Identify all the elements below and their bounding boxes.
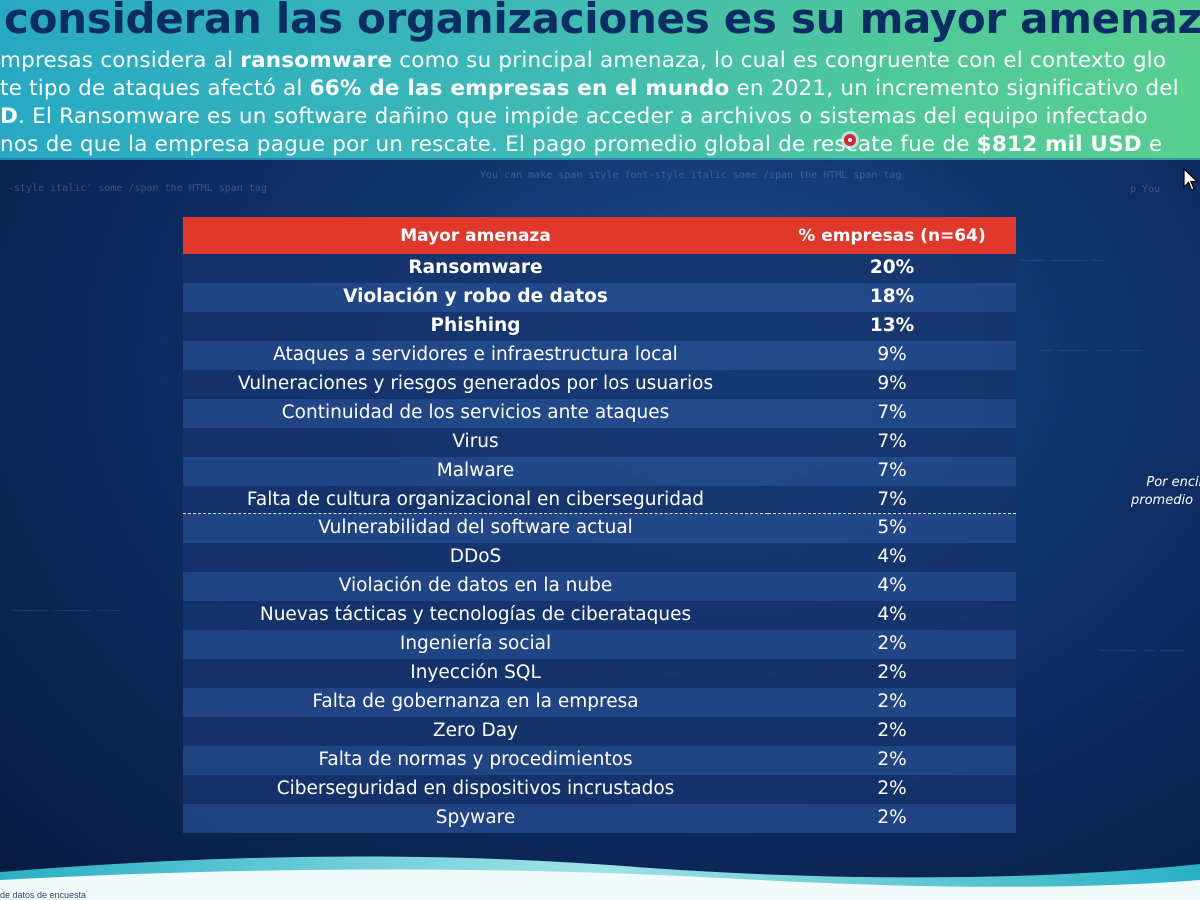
threat-percentage: 7% [768, 428, 1016, 457]
table-row: Violación de datos en la nube 4% [183, 572, 1016, 601]
table-row: Malware 7% [183, 457, 1016, 486]
mouse-cursor-icon [1183, 168, 1199, 191]
threat-name: Ingeniería social [183, 630, 768, 659]
threat-percentage: 2% [768, 659, 1016, 688]
threat-percentage: 2% [768, 630, 1016, 659]
table-row: Falta de gobernanza en la empresa 2% [183, 688, 1016, 717]
threat-name: Nuevas tácticas y tecnologías de ciberat… [183, 601, 768, 630]
intro-text-segment: te tipo de ataques afectó al [0, 76, 310, 101]
threat-percentage: 2% [768, 688, 1016, 717]
intro-text-segment: como su principal amenaza, lo cual es co… [392, 48, 1167, 73]
threat-name: Phishing [183, 312, 768, 341]
table-row: Vulneraciones y riesgos generados por lo… [183, 370, 1016, 399]
table-row: Falta de cultura organizacional en ciber… [183, 486, 1016, 514]
threat-name: DDoS [183, 543, 768, 572]
intro-text-segment: e [1141, 132, 1163, 157]
threat-name: Virus [183, 428, 768, 457]
threat-percentage: 7% [768, 486, 1016, 514]
threat-percentage: 4% [768, 543, 1016, 572]
background-code-texture: ______ __ ____ [1100, 640, 1185, 651]
footnote: de datos de encuesta [0, 890, 87, 900]
table-header-row: Mayor amenaza % empresas (n=64) [183, 217, 1016, 254]
bottom-wave [0, 856, 1200, 900]
intro-text-bold: $812 mil USD [976, 132, 1142, 157]
background-code-texture: ____ ______ __ [1020, 250, 1105, 261]
threat-name: Violación de datos en la nube [183, 572, 768, 601]
column-header-threat: Mayor amenaza [183, 217, 768, 254]
intro-text-segment: nos de que la empresa pague por un resca… [0, 132, 977, 157]
background-code-texture: ______ ______ ____ [12, 600, 121, 611]
threat-percentage: 9% [768, 370, 1016, 399]
table-row: Virus 7% [183, 428, 1016, 457]
threat-name: Falta de cultura organizacional en ciber… [183, 486, 768, 514]
threat-name: Ransomware [183, 254, 768, 283]
threat-name: Falta de gobernanza en la empresa [183, 688, 768, 717]
table-row: Nuevas tácticas y tecnologías de ciberat… [183, 601, 1016, 630]
threat-name: Zero Day [183, 717, 768, 746]
table-row: Continuidad de los servicios ante ataque… [183, 399, 1016, 428]
threat-percentage: 2% [768, 804, 1016, 833]
side-note: Por encima de promedio [1093, 474, 1200, 510]
table-row: Spyware 2% [183, 804, 1016, 833]
background-code-texture: __ _____ ___ ____ [1040, 340, 1143, 351]
side-note-line: Por encima de [1146, 475, 1200, 490]
threat-percentage: 13% [768, 312, 1016, 341]
threat-percentage: 2% [768, 746, 1016, 775]
table-row: Ingeniería social 2% [183, 630, 1016, 659]
threat-percentage: 2% [768, 775, 1016, 804]
threat-name: Vulnerabilidad del software actual [183, 514, 768, 543]
table-row: Ciberseguridad en dispositivos incrustad… [183, 775, 1016, 804]
background-code-texture: You can make span style font-style itali… [480, 170, 902, 181]
intro-text-line: te tipo de ataques afectó al 66% de las … [0, 76, 1179, 101]
table-row: DDoS 4% [183, 543, 1016, 572]
intro-text-segment: mpresas considera al [0, 48, 241, 73]
threat-name: Spyware [183, 804, 768, 833]
column-header-percentage: % empresas (n=64) [768, 217, 1016, 254]
page-title: consideran las organizaciones es su mayo… [4, 0, 1200, 43]
threat-percentage: 5% [768, 514, 1016, 543]
threat-name: Malware [183, 457, 768, 486]
intro-text-bold: 66% de las empresas en el mundo [309, 76, 730, 101]
threat-percentage: 4% [768, 572, 1016, 601]
header-band: consideran las organizaciones es su mayo… [0, 0, 1200, 160]
table-row: Ataques a servidores e infraestructura l… [183, 341, 1016, 370]
intro-text-bold: ransomware [240, 48, 393, 73]
table-row: Violación y robo de datos 18% [183, 283, 1016, 312]
threat-percentage: 2% [768, 717, 1016, 746]
intro-text-bold: D [0, 104, 19, 129]
threat-percentage: 9% [768, 341, 1016, 370]
threat-name: Inyección SQL [183, 659, 768, 688]
intro-text-segment: . El Ransomware es un software dañino qu… [18, 104, 1148, 129]
intro-text-line: D. El Ransomware es un software dañino q… [0, 104, 1148, 129]
threat-name: Falta de normas y procedimientos [183, 746, 768, 775]
threat-percentage: 7% [768, 399, 1016, 428]
table-row: Zero Day 2% [183, 717, 1016, 746]
threat-percentage: 7% [768, 457, 1016, 486]
threat-name: Ciberseguridad en dispositivos incrustad… [183, 775, 768, 804]
table-row: Inyección SQL 2% [183, 659, 1016, 688]
threat-name: Ataques a servidores e infraestructura l… [183, 341, 768, 370]
table-row: Ransomware 20% [183, 254, 1016, 283]
intro-text-line: mpresas considera al ransomware como su … [0, 48, 1166, 73]
table-row: Phishing 13% [183, 312, 1016, 341]
threat-percentage: 18% [768, 283, 1016, 312]
table-body: Ransomware 20% Violación y robo de datos 18… [183, 254, 1016, 833]
threat-percentage: 4% [768, 601, 1016, 630]
table-row: Vulnerabilidad del software actual 5% [183, 514, 1016, 543]
intro-text-line: nos de que la empresa pague por un resca… [0, 132, 1162, 157]
threat-name: Violación y robo de datos [183, 283, 768, 312]
threats-table: Mayor amenaza % empresas (n=64) Ransomwa… [183, 217, 1016, 833]
background-code-texture: p You [1130, 184, 1161, 195]
pointer-dot-icon [844, 134, 856, 146]
header-divider [0, 158, 1200, 160]
table-row: Falta de normas y procedimientos 2% [183, 746, 1016, 775]
threat-name: Continuidad de los servicios ante ataque… [183, 399, 768, 428]
threat-name: Vulneraciones y riesgos generados por lo… [183, 370, 768, 399]
background-code-texture: -style italic' some /span the HTML span … [8, 183, 267, 194]
side-note-line: promedio [1131, 493, 1194, 508]
intro-text-segment: en 2021, un incremento significativo del [729, 76, 1179, 101]
threat-percentage: 20% [768, 254, 1016, 283]
